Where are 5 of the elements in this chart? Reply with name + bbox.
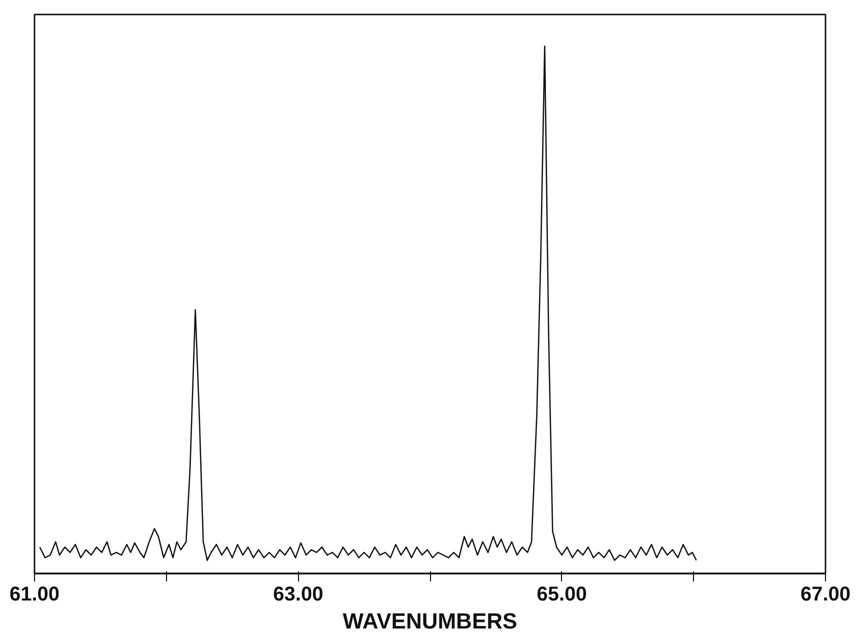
x-tick-label: 61.00 [9, 584, 60, 606]
x-axis-title: WAVENUMBERS [342, 608, 518, 634]
x-tick-label: 67.00 [800, 584, 851, 606]
x-tick-label: 65.00 [536, 584, 587, 606]
x-tick-label: 63.00 [273, 584, 324, 606]
